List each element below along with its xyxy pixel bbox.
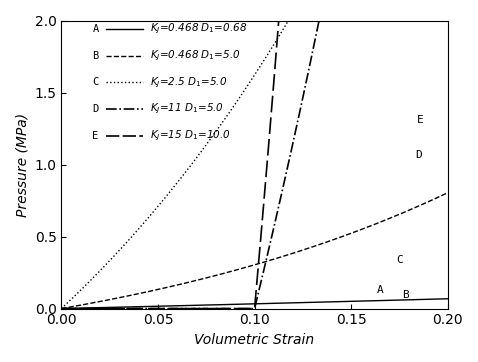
Text: D: D — [415, 150, 422, 160]
Text: A: A — [377, 285, 383, 295]
Y-axis label: Pressure (MPa): Pressure (MPa) — [15, 113, 29, 216]
Text: E: E — [417, 115, 424, 125]
Text: C: C — [396, 254, 403, 265]
X-axis label: Volumetric Strain: Volumetric Strain — [195, 333, 315, 347]
Text: B: B — [402, 290, 409, 300]
